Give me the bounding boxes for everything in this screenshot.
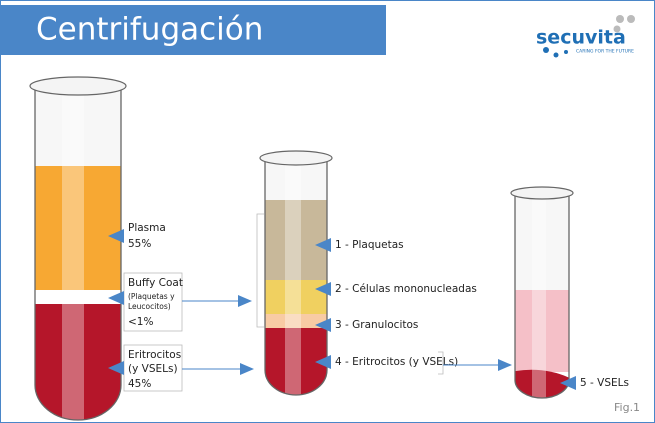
label: Plasma: [128, 222, 166, 234]
logo-tagline: CARING FOR THE FUTURE: [576, 49, 634, 55]
title: Centrifugación: [36, 12, 263, 48]
label: 4 - Eritrocitos (y VSELs): [335, 356, 458, 368]
label: (Plaquetas y: [128, 292, 175, 301]
label: 55%: [128, 238, 151, 250]
tube-1: [29, 76, 127, 421]
label: Eritrocitos: [128, 349, 181, 361]
tube-3: [510, 186, 574, 399]
tube-2: [259, 150, 333, 396]
logo-text: secuvita: [536, 27, 626, 49]
label: 3 - Granulocitos: [335, 319, 418, 331]
label: <1%: [128, 316, 153, 328]
label: Buffy Coat: [128, 277, 183, 289]
label: 45%: [128, 378, 151, 390]
logo: secuvita CARING FOR THE FUTURE: [536, 15, 635, 58]
label: Leucocitos): [128, 302, 171, 311]
label: 5 - VSELs: [580, 377, 629, 389]
figure-label: Fig.1: [614, 401, 640, 414]
header-bar: [0, 5, 386, 55]
label: (y VSELs): [128, 363, 178, 375]
label: 2 - Células mononucleadas: [335, 283, 477, 295]
label: 1 - Plaquetas: [335, 239, 404, 251]
